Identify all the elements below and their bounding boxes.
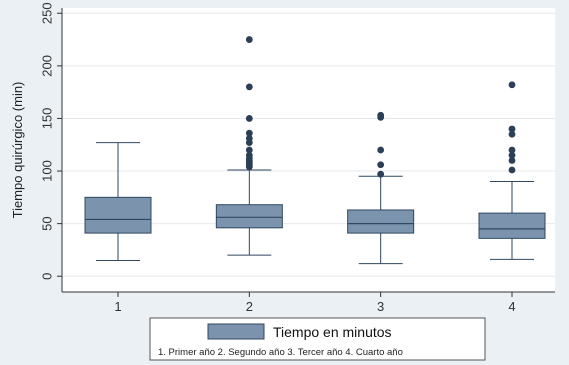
outlier-point	[245, 135, 253, 142]
box-iqr	[478, 212, 546, 239]
x-tick-label: 4	[508, 299, 515, 314]
boxes	[84, 36, 546, 265]
y-axis-title: Tiempo quirúrgico (min)	[10, 82, 25, 219]
outlier-point	[245, 151, 253, 159]
outlier-point	[508, 151, 516, 159]
x-tick-label: 1	[114, 299, 121, 314]
outlier-point	[508, 146, 516, 154]
outlier-point	[508, 130, 516, 138]
outlier-point	[508, 166, 516, 174]
y-tick-label: 50	[39, 216, 54, 230]
legend: Tiempo en minutos 1. Primer año 2. Segun…	[149, 317, 486, 361]
outlier-point	[245, 83, 253, 91]
outlier-point	[245, 115, 253, 122]
legend-series-name: Tiempo en minutos	[273, 324, 392, 340]
y-tick-label: 100	[39, 160, 54, 182]
box-group	[84, 142, 152, 261]
outlier-point	[508, 125, 516, 133]
legend-note: 1. Primer año 2. Segundo año 3. Tercer a…	[158, 347, 403, 358]
legend-swatch	[207, 323, 265, 340]
outlier-point	[508, 81, 516, 89]
x-tick-label: 2	[246, 299, 253, 314]
box-iqr	[347, 209, 415, 234]
outlier-point	[377, 161, 385, 169]
outlier-point	[377, 170, 385, 178]
y-tick-label: 0	[39, 273, 54, 280]
plot-area	[62, 8, 555, 292]
box-group	[215, 36, 283, 256]
box-iqr	[84, 196, 152, 234]
outlier-point	[377, 146, 385, 154]
legend-frame	[149, 317, 486, 361]
outlier-point	[245, 146, 253, 154]
box-group	[347, 111, 415, 265]
x-tick-label: 3	[377, 299, 384, 314]
outlier-point	[245, 129, 253, 137]
y-tick-label: 150	[39, 108, 54, 130]
axes: 0 50 100 150 200 250 1 2 3 4	[39, 2, 555, 314]
y-tick-label: 200	[39, 55, 54, 77]
box-iqr	[215, 204, 283, 229]
outlier-point	[377, 111, 385, 119]
box-group	[478, 81, 546, 260]
outlier-point	[508, 157, 516, 164]
outlier-point	[245, 36, 253, 43]
y-tick-label: 250	[39, 2, 54, 24]
